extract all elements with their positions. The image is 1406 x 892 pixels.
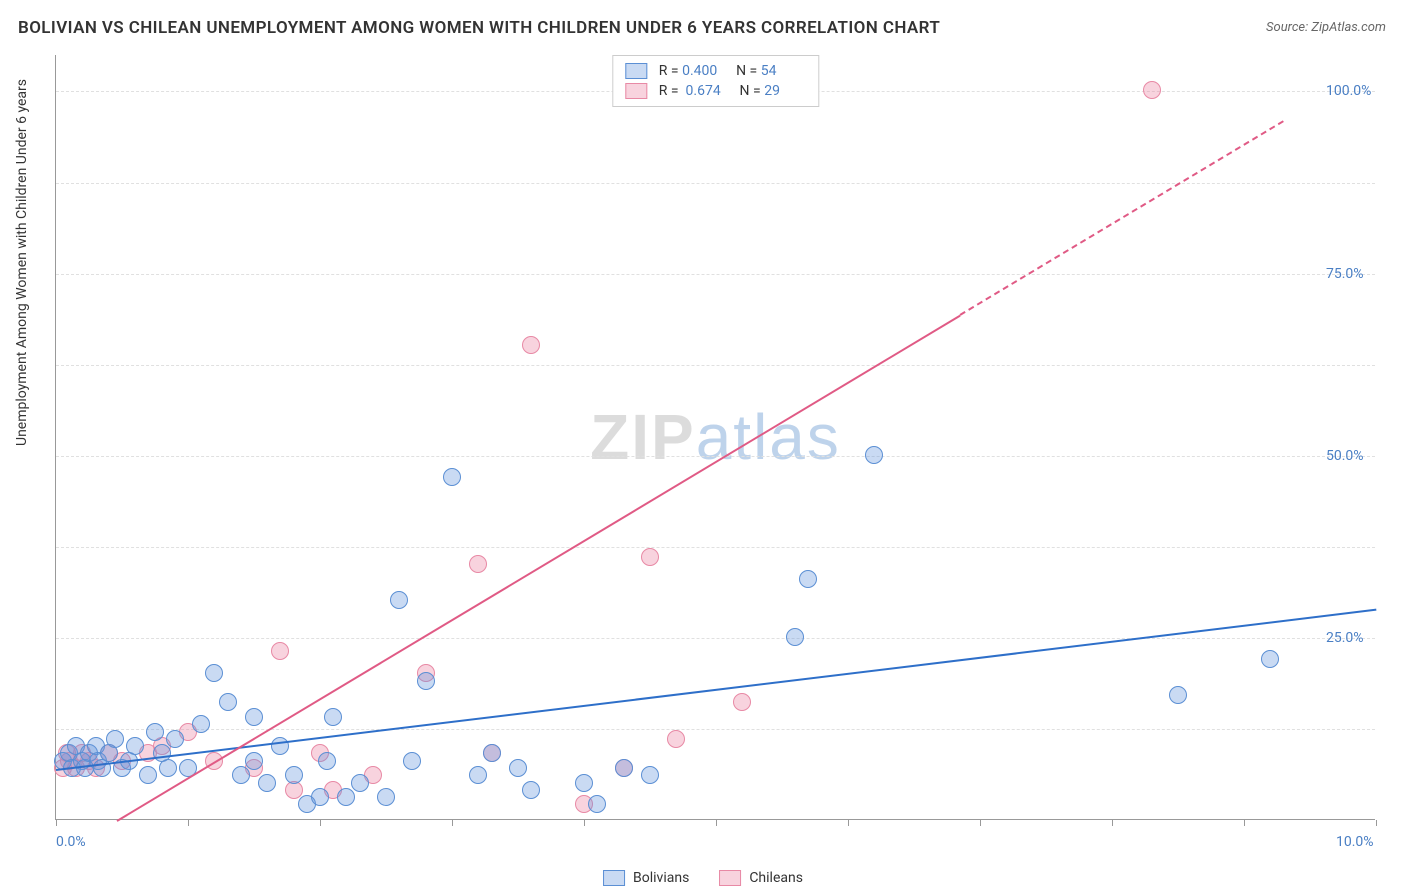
y-tick-label: 25.0% [1326,630,1364,646]
x-tick [848,820,849,826]
x-tick [1112,820,1113,826]
swatch-chileans [625,83,647,99]
x-tick-label: 10.0% [1336,834,1374,850]
label-n: N = [740,83,761,99]
data-point [641,766,659,784]
x-tick-label: 0.0% [56,834,86,850]
data-point [106,730,124,748]
data-point [483,744,501,762]
data-point [509,759,527,777]
gridline-h [56,365,1375,366]
legend-item-chileans: Chileans [719,870,803,886]
data-point [1169,686,1187,704]
data-point [245,708,263,726]
data-point [733,693,751,711]
data-point [139,766,157,784]
data-point [285,766,303,784]
data-point [469,555,487,573]
x-tick [320,820,321,826]
label-n: N = [736,63,757,79]
trendline [116,315,960,822]
chart-container: BOLIVIAN VS CHILEAN UNEMPLOYMENT AMONG W… [0,0,1406,892]
data-point [311,788,329,806]
chart-title: BOLIVIAN VS CHILEAN UNEMPLOYMENT AMONG W… [18,18,940,38]
bottom-legend: Bolivians Chileans [603,870,803,886]
data-point [417,672,435,690]
y-tick-label: 50.0% [1326,448,1364,464]
data-point [318,752,336,770]
y-tick-label: 100.0% [1326,83,1371,99]
x-tick [56,820,57,826]
data-point [271,642,289,660]
gridline-h [56,456,1375,457]
stats-row-bolivians: R = 0.400 N = 54 [625,61,806,81]
data-point [146,723,164,741]
data-point [232,766,250,784]
x-tick [1376,820,1377,826]
data-point [219,693,237,711]
data-point [159,759,177,777]
bolivians-n-value: 54 [761,63,803,79]
x-tick [584,820,585,826]
data-point [865,446,883,464]
swatch-chileans [719,870,741,886]
data-point [615,759,633,777]
data-point [271,737,289,755]
watermark-zip: ZIP [590,401,696,473]
y-tick-label: 75.0% [1326,266,1364,282]
data-point [667,730,685,748]
data-point [337,788,355,806]
stats-row-chileans: R = 0.674 N = 29 [625,81,806,101]
data-point [403,752,421,770]
data-point [588,795,606,813]
x-tick [1244,820,1245,826]
label-r: R = [659,83,679,99]
swatch-bolivians [603,870,625,886]
gridline-h [56,274,1375,275]
data-point [799,570,817,588]
data-point [443,468,461,486]
data-point [351,774,369,792]
data-point [377,788,395,806]
x-tick [716,820,717,826]
trendline-dashed [960,121,1284,317]
plot-area: ZIPatlas R = 0.400 N = 54 R = 0.674 N = … [55,55,1375,820]
data-point [1261,650,1279,668]
data-point [575,774,593,792]
swatch-bolivians [625,63,647,79]
data-point [786,628,804,646]
data-point [245,752,263,770]
x-tick [980,820,981,826]
data-point [192,715,210,733]
legend-label-chileans: Chileans [749,870,803,886]
gridline-h [56,638,1375,639]
data-point [390,591,408,609]
y-axis-label: Unemployment Among Women with Children U… [14,79,30,446]
label-r: R = [659,63,679,79]
legend-item-bolivians: Bolivians [603,870,689,886]
data-point [324,708,342,726]
chileans-n-value: 29 [764,83,806,99]
data-point [522,336,540,354]
data-point [641,548,659,566]
data-point [166,730,184,748]
gridline-h [56,547,1375,548]
chileans-r-value: 0.674 [686,83,728,99]
data-point [205,664,223,682]
bolivians-r-value: 0.400 [682,63,724,79]
legend-label-bolivians: Bolivians [633,870,689,886]
x-tick [188,820,189,826]
gridline-h [56,729,1375,730]
data-point [258,774,276,792]
data-point [522,781,540,799]
data-point [1143,81,1161,99]
stats-legend: R = 0.400 N = 54 R = 0.674 N = 29 [612,55,819,107]
source-attribution: Source: ZipAtlas.com [1266,20,1386,35]
x-tick [452,820,453,826]
data-point [126,737,144,755]
data-point [469,766,487,784]
